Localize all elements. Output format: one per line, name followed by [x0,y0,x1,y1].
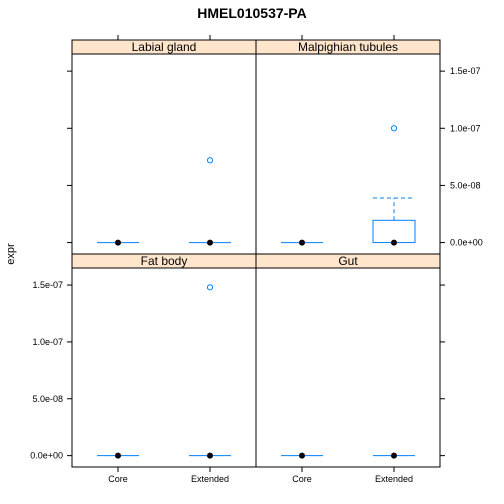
median-point [207,239,213,246]
box-core [281,452,323,459]
panel-fat-body: Fat body [71,253,257,468]
box-extended [373,452,415,459]
x-tick-label: Extended [375,474,413,484]
x-tick-label: Extended [191,474,229,484]
median-point [115,239,121,246]
x-tick-label: Core [292,474,312,484]
panel-strip-label: Fat body [141,254,188,268]
panel-labial-gland: Labial gland [71,39,257,255]
box-rect [372,219,416,244]
chart-title: HMEL010537-PA [197,5,306,21]
y-tick-label-right: 1.5e-07 [450,66,481,76]
median-point [207,452,213,459]
panel-gut: Gut [255,253,441,468]
y-tick-label-right: 5.0e-08 [450,180,481,190]
panel-strip-label: Labial gland [132,40,197,54]
y-tick-label-right: 1.0e-07 [450,123,481,133]
box-core [97,452,139,459]
box-core [97,239,139,246]
outlier-point [390,125,398,132]
box-core [281,239,323,246]
y-tick-label-left: 5.0e-08 [32,394,63,404]
y-tick-label-left: 1.5e-07 [32,280,63,290]
panel-frame [255,267,441,468]
y-tick-label-left: 1.0e-07 [32,337,63,347]
y-axis-label: expr [5,243,17,265]
x-tick-label: Core [108,474,128,484]
median-point [391,452,397,459]
box-extended [189,157,231,246]
panel-strip-label: Gut [338,254,358,268]
panel-frame [71,267,257,468]
y-tick-label-right: 0.0e+00 [450,238,483,248]
y-tick-label-left: 0.0e+00 [30,451,63,461]
outlier-point [206,157,214,164]
box-extended [189,284,231,459]
median-point [299,239,305,246]
panel-frame [255,53,441,255]
outlier-point [206,284,214,291]
panel-malpighian-tubules: Malpighian tubules [255,39,441,255]
median-point [115,452,121,459]
axes-layer: 0.0e+00 0.0e+00 5.0e-08 5.0e-08 1.0e-07 1.0e-… [30,35,483,484]
box-extended [372,125,416,246]
panel-frame [71,53,257,255]
panel-strip-label: Malpighian tubules [298,40,398,54]
panels-layer: Labial gland Malpighian tubules Fat body Gu… [71,39,441,468]
median-point [391,239,397,246]
median-point [299,452,305,459]
